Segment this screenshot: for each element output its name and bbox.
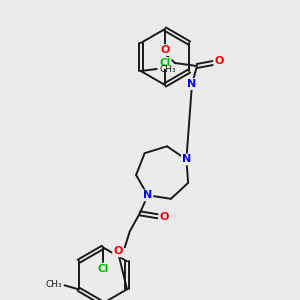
Text: CH₃: CH₃: [46, 280, 62, 289]
Text: CH₃: CH₃: [160, 64, 176, 74]
Text: N: N: [188, 79, 196, 89]
Text: N: N: [143, 190, 152, 200]
Text: O: O: [160, 45, 170, 55]
Text: O: O: [159, 212, 169, 222]
Text: O: O: [214, 56, 224, 66]
Text: O: O: [113, 246, 122, 256]
Text: Cl: Cl: [97, 264, 108, 274]
Text: Cl: Cl: [159, 58, 171, 68]
Text: N: N: [182, 154, 191, 164]
